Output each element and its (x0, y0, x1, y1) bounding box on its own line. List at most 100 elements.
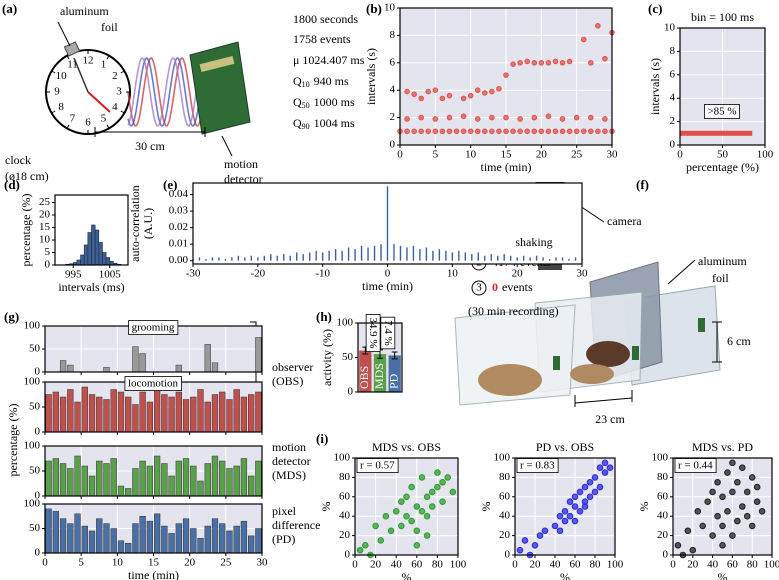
x-tick-label: 1005 (99, 269, 122, 281)
bar (255, 460, 262, 497)
panel-label: (b) (366, 1, 382, 16)
histogram-bar (83, 244, 89, 266)
point (403, 493, 410, 501)
panel-label: (h) (316, 309, 332, 324)
point (460, 95, 467, 102)
point (559, 60, 566, 66)
clock-number: 9 (54, 86, 60, 98)
y-tick-label: 20 (657, 529, 669, 541)
point (467, 128, 474, 135)
stat-sub: 50 (302, 101, 310, 110)
y-tick-label: 10 (384, 2, 396, 14)
y-tick-label: 80 (339, 471, 351, 483)
annotation-box (365, 314, 381, 352)
height-label: 6 cm (727, 334, 751, 348)
group-label: (MDS) (272, 468, 306, 482)
point (566, 512, 574, 520)
point (595, 23, 601, 29)
point (734, 478, 741, 486)
bar (81, 465, 88, 497)
stat-line: μ 1024.407 ms (293, 53, 365, 67)
y-tick-label: 100 (334, 452, 351, 464)
y-axis-label: activity (%) (320, 329, 334, 386)
bar (233, 389, 240, 433)
point (674, 542, 682, 549)
bar (59, 463, 67, 497)
x-tick-label: 20 (530, 559, 542, 571)
bar (161, 394, 168, 433)
point (729, 459, 736, 467)
y-tick-label: 100 (494, 452, 511, 464)
bar (219, 460, 226, 497)
bar (132, 523, 139, 554)
category-label: PD (386, 373, 400, 389)
bar (45, 508, 52, 554)
bar (153, 513, 161, 554)
x-tick-label: 30 (577, 268, 589, 280)
annotation: r = 0.83 (520, 460, 555, 472)
bar (139, 391, 146, 433)
annotation-box (516, 458, 559, 473)
point (503, 128, 509, 135)
bar (175, 523, 182, 554)
point (496, 128, 502, 135)
bar (88, 475, 96, 497)
plot-background (515, 458, 615, 555)
point (432, 128, 439, 135)
foil-label: foil (101, 20, 118, 34)
point (758, 508, 766, 515)
bar (226, 399, 233, 433)
point (432, 87, 439, 93)
bar (197, 389, 204, 433)
point (387, 527, 395, 535)
plot-frame (672, 457, 773, 556)
point (571, 517, 579, 525)
y-tick-label: 100 (24, 498, 41, 510)
bar (59, 396, 67, 433)
bar (139, 516, 146, 554)
clock-number: 7 (70, 112, 76, 124)
event-count: 0 (492, 280, 498, 294)
annotation: shaking (515, 235, 552, 249)
y-axis-label: auto-correlation (128, 185, 142, 262)
clock-number: 2 (112, 70, 118, 82)
annotation-box (128, 320, 179, 335)
point (719, 542, 726, 549)
point (596, 464, 604, 472)
width-label: 23 cm (595, 412, 625, 426)
x-tick-label: 0 (42, 557, 48, 569)
point (439, 128, 446, 135)
annotation: 34.9 % (367, 317, 379, 348)
point (425, 88, 432, 95)
group-label: (PD) (272, 532, 295, 546)
detector (698, 318, 705, 332)
bar (175, 364, 182, 373)
plot-frame (44, 445, 263, 497)
point (714, 512, 721, 520)
panel-label: (c) (648, 1, 662, 16)
point (709, 532, 716, 539)
point (684, 527, 692, 535)
bar (204, 401, 211, 433)
bar (233, 465, 240, 497)
plot-frame (192, 182, 583, 265)
bar (168, 475, 175, 497)
point (559, 116, 566, 122)
clock-number: 8 (58, 101, 64, 113)
plot-frame (354, 457, 459, 556)
point (581, 483, 589, 491)
point (704, 498, 711, 505)
point (467, 92, 474, 99)
point (606, 464, 614, 472)
bar (226, 468, 233, 497)
point (446, 128, 453, 135)
point (474, 87, 481, 93)
point (545, 128, 552, 135)
point (418, 95, 425, 102)
chart-title: PD vs. OBS (536, 440, 594, 454)
x-tick-label: 100 (607, 559, 624, 571)
x-tick-label: 20 (536, 149, 548, 161)
x-tick-label: 20 (184, 557, 196, 569)
bar (373, 354, 387, 392)
y-axis-label: (A.U.) (141, 208, 155, 239)
